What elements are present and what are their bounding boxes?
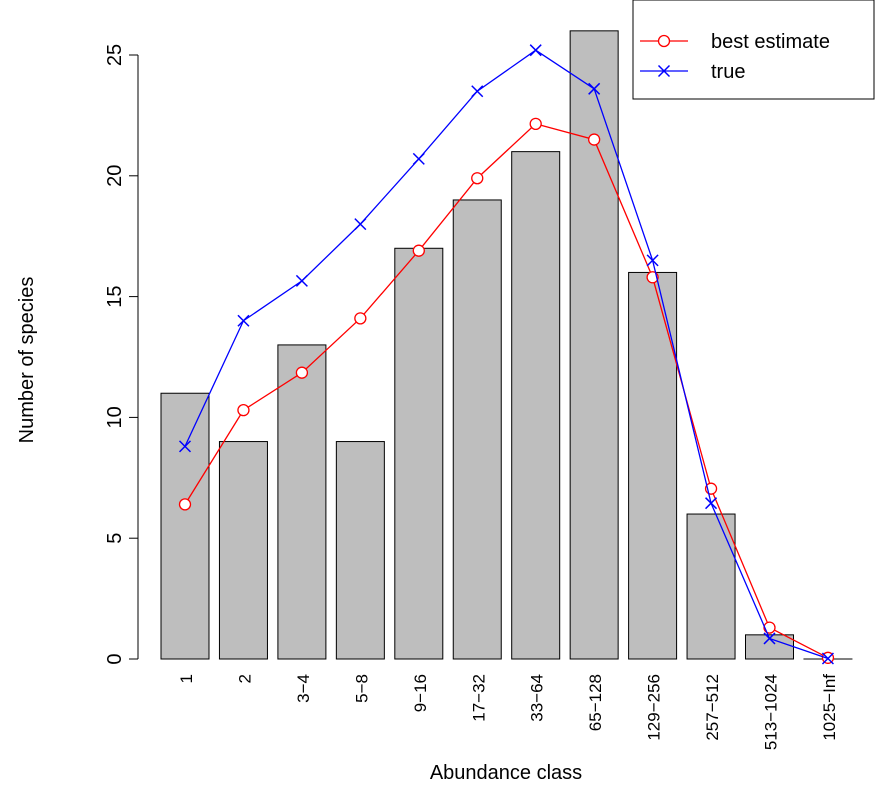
legend-label: true bbox=[711, 61, 745, 83]
x-tick-label: 3−4 bbox=[294, 674, 313, 703]
series-true bbox=[178, 44, 834, 665]
point-marker bbox=[657, 64, 671, 78]
x-tick-label: 1 bbox=[177, 674, 196, 683]
bar bbox=[686, 513, 736, 660]
point-marker bbox=[529, 117, 542, 131]
legend-entry: best estimate bbox=[640, 31, 830, 53]
point-marker bbox=[178, 498, 192, 511]
x-tick-label: 17−32 bbox=[469, 674, 488, 722]
bar bbox=[452, 199, 502, 660]
y-tick-label: 20 bbox=[104, 165, 126, 187]
legend: best estimate true bbox=[632, 0, 875, 100]
point-marker bbox=[295, 366, 309, 379]
x-tick-label: 257−512 bbox=[703, 674, 722, 741]
bar bbox=[218, 441, 268, 660]
x-tick-label: 2 bbox=[235, 674, 254, 683]
series-line bbox=[184, 49, 829, 660]
point-marker bbox=[705, 497, 718, 510]
x-axis-label: Abundance class bbox=[430, 762, 582, 784]
point-marker bbox=[763, 632, 776, 645]
legend-label: best estimate bbox=[711, 31, 830, 53]
point-marker bbox=[821, 652, 834, 665]
bars bbox=[160, 30, 853, 660]
point-marker bbox=[471, 172, 484, 185]
point-marker bbox=[763, 621, 776, 634]
point-marker bbox=[178, 440, 192, 453]
bar bbox=[160, 392, 210, 660]
y-axis: 0 5 10 15 20 25 bbox=[104, 44, 139, 665]
x-tick-label: 5−8 bbox=[352, 674, 371, 703]
point-marker bbox=[657, 34, 671, 48]
legend-entry: true bbox=[640, 61, 745, 83]
point-marker bbox=[529, 44, 542, 57]
y-tick-label: 5 bbox=[104, 533, 126, 544]
bar bbox=[277, 344, 327, 660]
y-tick-label: 25 bbox=[104, 44, 126, 66]
x-tick-label: 33−64 bbox=[528, 674, 547, 722]
x-tick-label: 129−256 bbox=[645, 674, 664, 741]
point-marker bbox=[646, 254, 659, 267]
x-tick-label: 1025−Inf bbox=[820, 674, 839, 741]
y-tick-label: 0 bbox=[104, 653, 126, 664]
point-marker bbox=[237, 314, 250, 327]
point-marker bbox=[295, 274, 308, 287]
bar bbox=[335, 441, 385, 660]
y-axis-label: Number of species bbox=[16, 277, 38, 444]
x-tick-label: 65−128 bbox=[586, 674, 605, 731]
series-line bbox=[184, 123, 829, 659]
point-marker bbox=[588, 82, 601, 95]
bar bbox=[394, 247, 444, 660]
bar bbox=[511, 151, 561, 660]
x-tick-label: 9−16 bbox=[411, 674, 430, 712]
point-marker bbox=[354, 312, 367, 325]
point-marker bbox=[588, 133, 601, 146]
x-tick-label: 513−1024 bbox=[762, 674, 781, 750]
series-best-estimate bbox=[178, 117, 835, 664]
point-marker bbox=[471, 85, 484, 98]
point-marker bbox=[412, 152, 425, 165]
x-tick-labels: 1 2 3−4 5−8 9−16 17−32 33−64 65−128 129−256 257−5… bbox=[177, 674, 839, 750]
point-marker bbox=[354, 218, 367, 231]
y-tick-label: 15 bbox=[104, 285, 126, 307]
point-marker bbox=[412, 244, 425, 257]
legend-box bbox=[632, 0, 875, 100]
y-tick-label: 10 bbox=[104, 406, 126, 428]
point-marker bbox=[237, 404, 250, 417]
bar bbox=[569, 30, 619, 660]
series-lines bbox=[178, 44, 835, 665]
